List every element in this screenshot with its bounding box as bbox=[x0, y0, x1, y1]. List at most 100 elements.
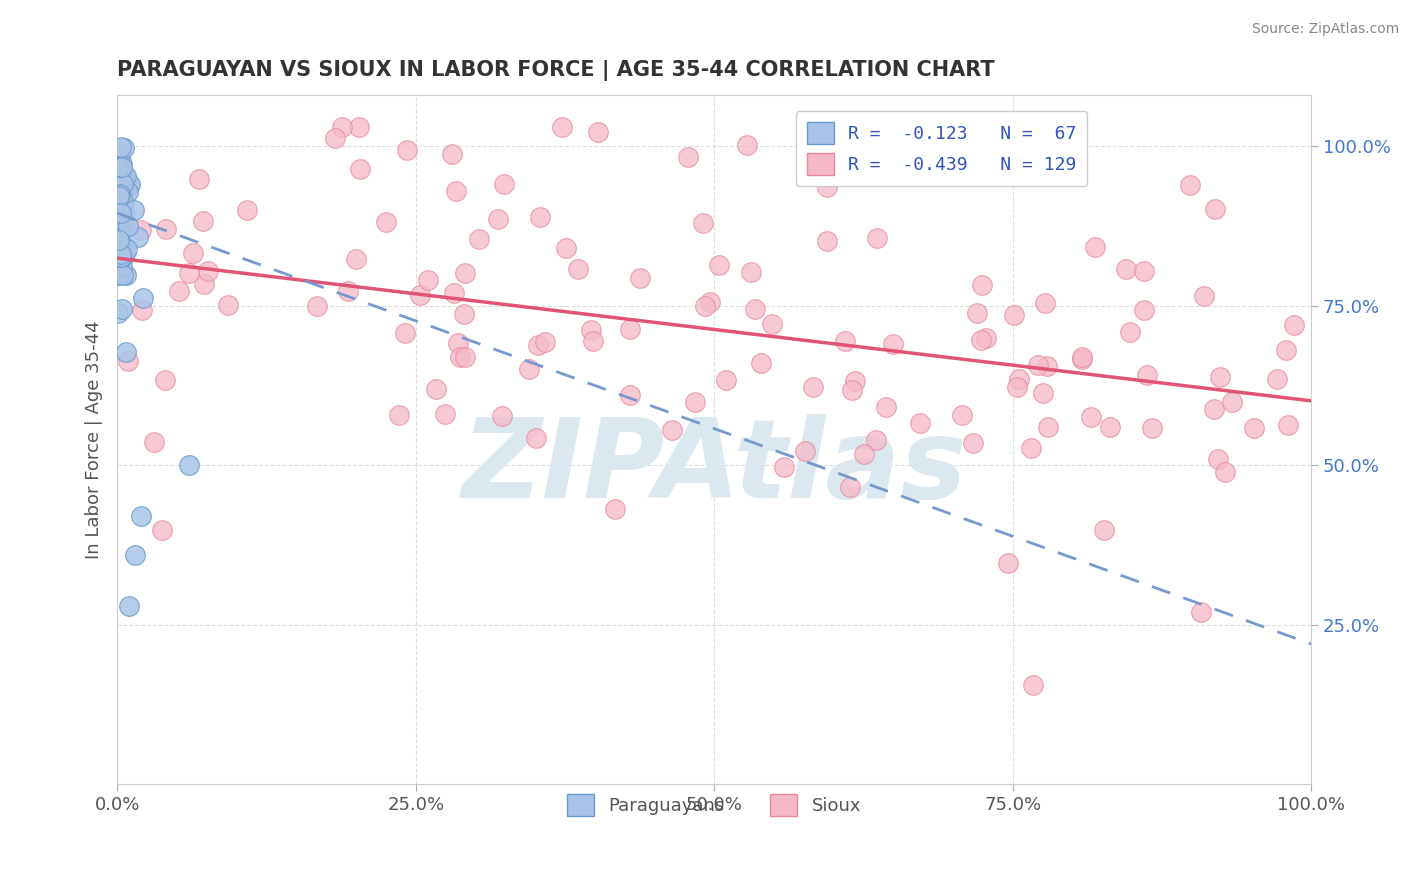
Point bbox=[111, 302, 134, 317]
Point bbox=[551, 120, 574, 134]
Point bbox=[107, 259, 129, 273]
Point bbox=[416, 273, 439, 287]
Point bbox=[628, 270, 651, 285]
Point bbox=[375, 215, 398, 229]
Point bbox=[529, 211, 551, 225]
Point bbox=[108, 182, 131, 196]
Point bbox=[716, 373, 738, 387]
Point bbox=[486, 212, 509, 227]
Point bbox=[179, 266, 201, 280]
Point bbox=[1026, 358, 1049, 372]
Point bbox=[1033, 295, 1056, 310]
Point bbox=[527, 338, 550, 352]
Point bbox=[110, 205, 132, 219]
Point bbox=[105, 151, 128, 165]
Point bbox=[517, 362, 540, 376]
Point bbox=[112, 249, 135, 263]
Point bbox=[974, 330, 997, 344]
Point bbox=[491, 409, 513, 424]
Point bbox=[1098, 420, 1121, 434]
Point bbox=[468, 231, 491, 245]
Point bbox=[105, 252, 128, 267]
Point bbox=[425, 382, 447, 396]
Point bbox=[197, 264, 219, 278]
Point bbox=[692, 216, 714, 230]
Point bbox=[1243, 421, 1265, 435]
Point bbox=[131, 303, 153, 318]
Point bbox=[111, 260, 134, 274]
Point bbox=[882, 337, 904, 351]
Point bbox=[107, 170, 129, 185]
Point bbox=[118, 177, 141, 191]
Point bbox=[1209, 370, 1232, 384]
Point bbox=[1275, 343, 1298, 357]
Point bbox=[108, 189, 131, 203]
Point bbox=[972, 278, 994, 293]
Point bbox=[603, 502, 626, 516]
Point bbox=[107, 193, 129, 207]
Point bbox=[112, 197, 135, 211]
Point bbox=[132, 291, 155, 305]
Point bbox=[1071, 350, 1094, 364]
Point bbox=[323, 131, 346, 145]
Point bbox=[191, 214, 214, 228]
Point bbox=[114, 169, 136, 184]
Point bbox=[683, 394, 706, 409]
Point bbox=[970, 333, 993, 347]
Point bbox=[441, 147, 464, 161]
Point bbox=[1192, 289, 1215, 303]
Point bbox=[761, 318, 783, 332]
Point bbox=[749, 355, 772, 369]
Point bbox=[115, 242, 138, 256]
Point bbox=[108, 149, 131, 163]
Point bbox=[122, 202, 145, 217]
Point bbox=[108, 244, 131, 259]
Point bbox=[1189, 605, 1212, 619]
Point bbox=[1036, 359, 1059, 373]
Point bbox=[108, 225, 131, 239]
Point bbox=[619, 387, 641, 401]
Point bbox=[344, 252, 367, 267]
Point bbox=[305, 299, 328, 313]
Point bbox=[217, 298, 239, 312]
Point bbox=[454, 350, 477, 364]
Point bbox=[349, 161, 371, 176]
Point bbox=[150, 523, 173, 537]
Point bbox=[443, 285, 465, 300]
Point bbox=[155, 373, 177, 387]
Point bbox=[875, 401, 897, 415]
Point bbox=[997, 556, 1019, 570]
Point bbox=[117, 353, 139, 368]
Point bbox=[1032, 385, 1054, 400]
Point bbox=[1005, 380, 1028, 394]
Point bbox=[453, 307, 475, 321]
Point bbox=[155, 222, 177, 236]
Point bbox=[773, 460, 796, 475]
Point bbox=[834, 334, 856, 348]
Point bbox=[105, 185, 128, 199]
Point bbox=[117, 186, 139, 200]
Point bbox=[1206, 452, 1229, 467]
Point bbox=[1133, 303, 1156, 318]
Point bbox=[177, 458, 200, 473]
Point bbox=[866, 231, 889, 245]
Point bbox=[111, 160, 134, 174]
Point bbox=[112, 168, 135, 182]
Point bbox=[950, 408, 973, 422]
Point bbox=[1204, 401, 1226, 416]
Point bbox=[394, 326, 416, 340]
Text: Source: ZipAtlas.com: Source: ZipAtlas.com bbox=[1251, 22, 1399, 37]
Point bbox=[582, 334, 605, 348]
Point bbox=[330, 120, 353, 134]
Point bbox=[1222, 394, 1244, 409]
Point bbox=[447, 336, 470, 351]
Point bbox=[1022, 677, 1045, 691]
Point bbox=[388, 409, 411, 423]
Point bbox=[112, 206, 135, 220]
Point bbox=[112, 268, 135, 282]
Point bbox=[108, 268, 131, 282]
Point bbox=[107, 188, 129, 202]
Point bbox=[193, 277, 215, 291]
Point bbox=[1136, 368, 1159, 383]
Point bbox=[735, 137, 758, 152]
